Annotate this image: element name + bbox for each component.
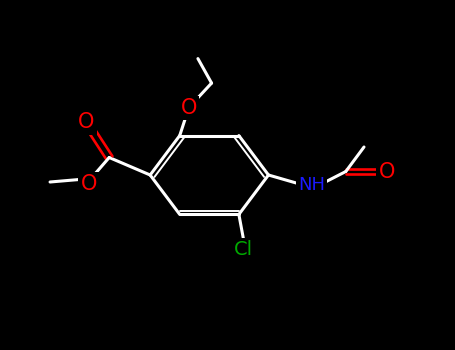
Text: O: O — [181, 98, 197, 118]
Text: O: O — [78, 112, 95, 133]
Text: NH: NH — [298, 176, 325, 195]
Text: O: O — [379, 161, 395, 182]
Text: Cl: Cl — [234, 240, 253, 259]
Text: O: O — [81, 174, 97, 194]
